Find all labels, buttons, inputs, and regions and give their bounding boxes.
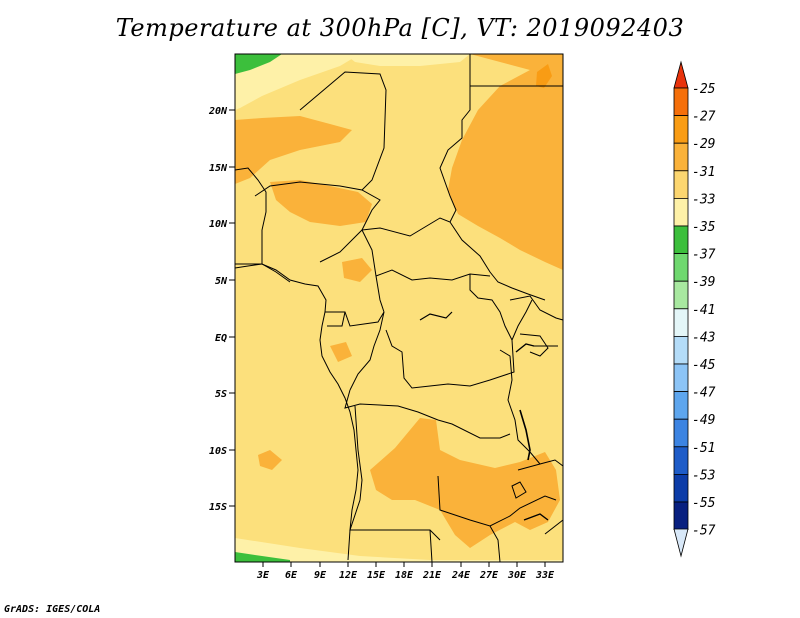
colorbar-label: -29 (692, 137, 715, 152)
lat-label: 10N (209, 219, 228, 230)
colorbar-label: -49 (692, 413, 715, 428)
colorbar-top-arrow (673, 60, 689, 89)
lon-label: 15E (367, 570, 386, 581)
colorbar-label: -27 (692, 110, 716, 125)
warm-region (342, 258, 372, 282)
colorbar-label: -53 (692, 468, 715, 483)
cool-region (235, 538, 563, 562)
lon-label: 33E (535, 570, 555, 581)
colorbar-cell (673, 391, 689, 420)
lat-label: 20N (208, 106, 228, 117)
colorbar-cell (673, 142, 689, 172)
lon-axis: 3E 6E 9E 12E 15E 18E 21E 24E 27E 30E 33E (256, 562, 555, 581)
warm-region (448, 54, 563, 270)
colorbar-label: -45 (692, 358, 716, 373)
colorbar-label: -37 (692, 248, 716, 263)
colorbar: -25 -27 -29 -31 -33 -35 -37 -39 -41 -43 -45 -47 -49 -… (673, 60, 716, 558)
colorbar-label: -39 (692, 275, 715, 290)
lon-label: 24E (451, 570, 471, 581)
colorbar-cell (673, 363, 689, 393)
colorbar-cell (673, 253, 689, 282)
colorbar-label: -55 (692, 496, 716, 511)
lat-label: 10S (209, 446, 227, 457)
lon-label: 12E (339, 570, 358, 581)
warm-region (330, 342, 352, 362)
lon-label: 9E (314, 570, 327, 581)
lon-label: 6E (285, 570, 298, 581)
colorbar-cell (673, 473, 689, 503)
warm-region (270, 180, 372, 226)
colorbar-label: -43 (692, 330, 715, 345)
colorbar-cell (673, 308, 689, 337)
colorbar-cell (673, 446, 689, 475)
lon-label: 18E (395, 570, 414, 581)
green-region (235, 552, 290, 562)
green-region (235, 54, 282, 74)
credit-label: GrADS: IGES/COLA (4, 604, 101, 615)
colorbar-cell (673, 170, 689, 199)
lon-label: 30E (507, 570, 527, 581)
map-title: Temperature at 300hPa [C], VT: 201909240… (115, 14, 685, 42)
warm-region (370, 418, 560, 548)
colorbar-bottom-arrow (673, 528, 689, 558)
lake (515, 343, 535, 353)
colorbar-cell (673, 418, 689, 448)
colorbar-label: -25 (692, 82, 716, 97)
lat-axis: 20N 15N 10N 5N EQ 5S 10S 15S (208, 106, 235, 513)
lon-label: 3E (256, 570, 270, 581)
lat-label: 5S (215, 389, 227, 400)
lake (523, 513, 549, 521)
lake (519, 409, 531, 461)
lon-label: 21E (422, 570, 442, 581)
map-frame (234, 53, 564, 563)
lat-label: 15S (209, 502, 227, 513)
lat-label: 15N (209, 163, 228, 174)
cool-region (235, 54, 360, 110)
colorbar-cell (673, 280, 689, 310)
lake (511, 481, 527, 499)
colorbar-label: -31 (692, 165, 715, 180)
colorbar-cell (673, 501, 689, 531)
colorbar-label: -57 (692, 524, 716, 539)
colorbar-cell (673, 197, 689, 227)
river (419, 311, 453, 321)
hot-region (536, 64, 552, 88)
lat-label: EQ (215, 333, 227, 344)
colorbar-label: -33 (692, 192, 715, 207)
colorbar-label: -35 (692, 220, 716, 235)
colorbar-cell (673, 87, 689, 117)
colorbar-label: -47 (692, 386, 716, 401)
warm-region (258, 450, 282, 470)
colorbar-cell (673, 225, 689, 255)
cool-region (345, 54, 470, 66)
colorbar-cell (673, 335, 689, 365)
lat-label: 5N (215, 276, 228, 287)
colorbar-label: -41 (692, 303, 715, 318)
coastline (234, 263, 359, 561)
colorbar-label: -51 (692, 441, 715, 456)
lon-label: 27E (479, 570, 499, 581)
country-borders (234, 54, 564, 563)
colorbar-cell (673, 115, 689, 144)
warm-region (235, 116, 352, 184)
